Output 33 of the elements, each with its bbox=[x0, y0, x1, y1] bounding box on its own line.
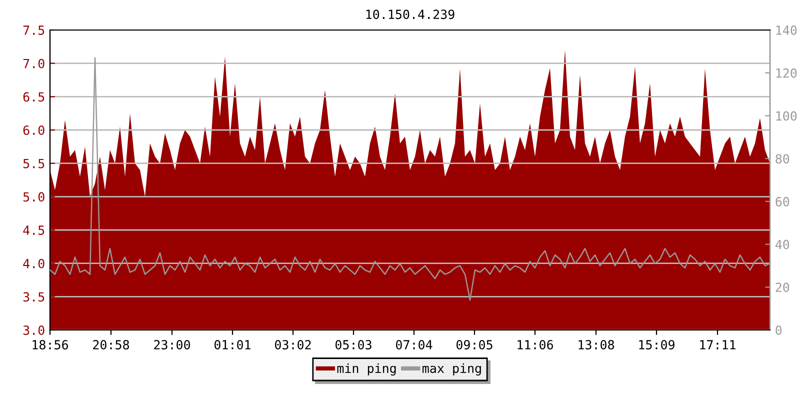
chart-title: 10.150.4.239 bbox=[366, 10, 454, 20]
y-tick-label: 5.5 bbox=[23, 159, 44, 168]
x-tick-label: 23:00 bbox=[154, 340, 190, 350]
y2-tick-label: 140 bbox=[776, 26, 797, 35]
x-tick-label: 01:01 bbox=[214, 340, 250, 350]
y-tick-label: 4.5 bbox=[23, 226, 44, 235]
y-tick-label: 7.0 bbox=[23, 58, 44, 68]
x-tick-label: 18:56 bbox=[32, 340, 68, 350]
y-tick-label: 4.0 bbox=[23, 258, 44, 268]
x-tick-label: 09:05 bbox=[456, 340, 492, 350]
y2-tick-label: 20 bbox=[776, 282, 790, 292]
y2-tick-label: 80 bbox=[776, 154, 790, 164]
y-tick-label: 3.5 bbox=[23, 292, 44, 302]
y-tick-label: 6.0 bbox=[23, 126, 44, 135]
y-tick-label: 7.5 bbox=[23, 26, 44, 35]
y2-tick-label: 120 bbox=[776, 68, 797, 78]
x-tick-label: 05:03 bbox=[336, 340, 372, 350]
y-tick-label: 5.0 bbox=[23, 192, 44, 202]
x-tick-label: 13:08 bbox=[578, 340, 614, 350]
x-tick-label: 15:09 bbox=[639, 340, 674, 350]
y2-tick-label: 100 bbox=[776, 111, 797, 121]
y2-tick-label: 0 bbox=[776, 326, 782, 335]
y-tick-label: 6.5 bbox=[23, 92, 44, 102]
x-tick-label: 03:02 bbox=[275, 340, 311, 350]
y-tick-label: 3.0 bbox=[23, 326, 44, 335]
y2-tick-label: 60 bbox=[776, 196, 790, 206]
y2-tick-label: 40 bbox=[775, 240, 790, 250]
x-tick-label: 20:58 bbox=[93, 340, 130, 350]
legend-label: max ping bbox=[422, 363, 481, 376]
x-tick-label: 11:06 bbox=[518, 340, 554, 350]
legend-label: min ping bbox=[337, 363, 396, 376]
x-tick-label: 07:04 bbox=[396, 340, 432, 350]
x-tick-label: 17:11 bbox=[700, 340, 736, 350]
